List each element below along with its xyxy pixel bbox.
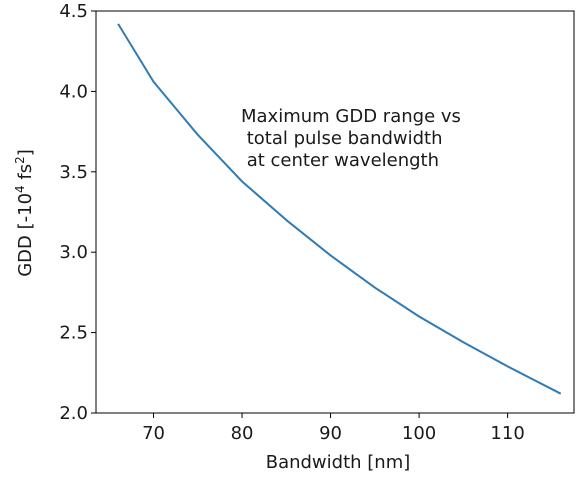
y-tick-label: 4.0 [59, 81, 88, 102]
plot-frame [95, 10, 575, 414]
y-tick-label: 3.0 [59, 242, 88, 263]
y-axis-title-suffix: ] [15, 149, 36, 156]
y-tick-label: 4.5 [59, 1, 88, 22]
annotation-line-1: Maximum GDD range vs [241, 106, 461, 127]
x-tick-label: 80 [231, 423, 254, 444]
y-axis-title: GDD [-104 fs2] [13, 149, 36, 277]
series-line-0 [117, 23, 562, 395]
annotation-line-2: total pulse bandwidth [241, 128, 443, 149]
y-axis-title-exp2: 2 [13, 156, 27, 164]
x-tick-label: 100 [402, 423, 436, 444]
y-tick-label: 2.0 [59, 403, 88, 424]
y-axis-title-prefix: GDD [-10 [15, 193, 36, 277]
plot-area [95, 10, 575, 414]
x-tick-label: 70 [142, 423, 165, 444]
x-tick-label: 110 [490, 423, 524, 444]
x-tick-label: 90 [319, 423, 342, 444]
annotation-line-3: at center wavelength [241, 150, 439, 171]
y-axis-title-exp1: 4 [13, 185, 27, 193]
y-axis-title-mid: fs [15, 164, 36, 185]
x-axis-title: Bandwidth [nm] [266, 452, 411, 473]
y-tick-label: 3.5 [59, 162, 88, 183]
y-tick-label: 2.5 [59, 323, 88, 344]
axis-ticks: 70 80 90 100 110 2.0 2.5 3.0 3.5 4.0 4.5 [59, 1, 524, 444]
